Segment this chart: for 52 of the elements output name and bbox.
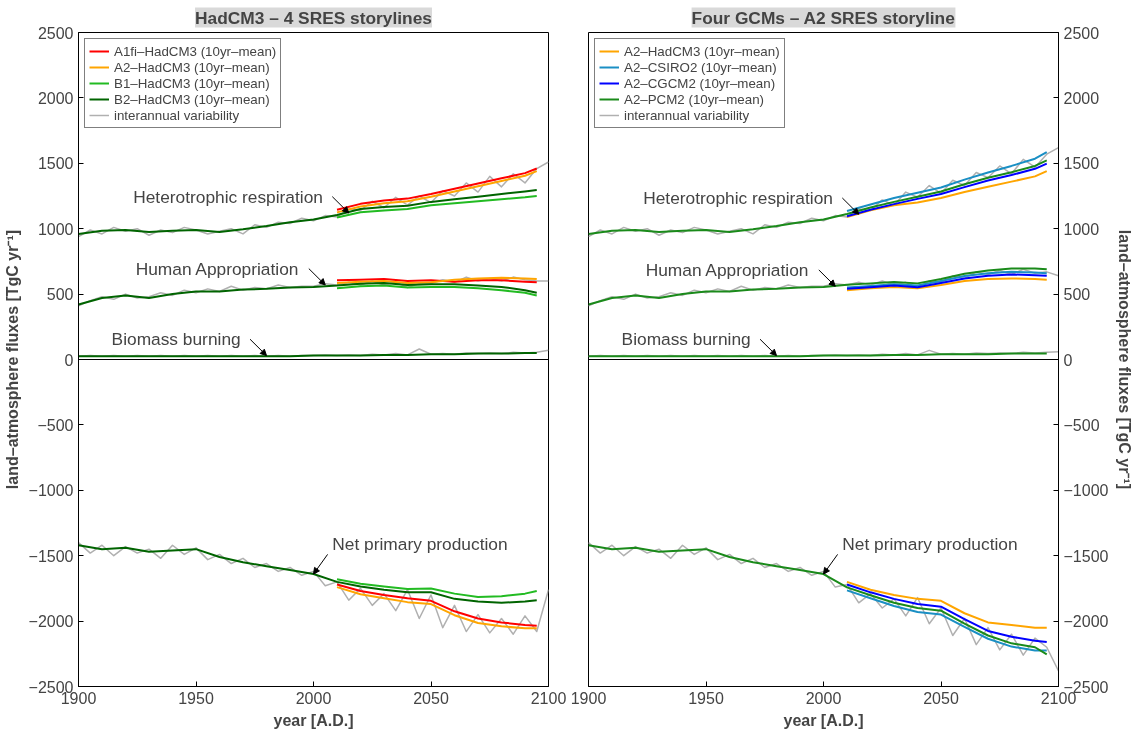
y-tick-label: 1000 bbox=[1063, 220, 1100, 238]
y-tick-label: −2000 bbox=[1063, 613, 1109, 631]
chart-title: HadCM3 – 4 SRES storylines bbox=[195, 7, 432, 28]
annotation: Net primary production bbox=[842, 534, 1018, 555]
y-tick-label: −1000 bbox=[1063, 482, 1109, 500]
y-tick-label: −500 bbox=[37, 416, 74, 434]
x-axis-title: year [A.D.] bbox=[273, 711, 354, 729]
y-tick-label: 500 bbox=[46, 286, 74, 304]
x-tick-label: 2050 bbox=[413, 689, 449, 707]
y-tick-label: 2500 bbox=[37, 24, 74, 42]
y-axis-title: land–atmosphere fluxes [TgC yr⁻¹] bbox=[3, 229, 21, 490]
x-tick-label: 2000 bbox=[295, 689, 332, 707]
annotation: Biomass burning bbox=[111, 329, 241, 350]
y-tick-label: 2000 bbox=[37, 89, 74, 107]
y-tick-label: −1000 bbox=[28, 482, 74, 500]
y-tick-label: −500 bbox=[1063, 416, 1100, 434]
y-tick-label: 0 bbox=[64, 351, 74, 369]
x-tick-label: 1900 bbox=[570, 689, 607, 707]
legend-label: interannual variability bbox=[624, 107, 750, 123]
y-tick-label: 0 bbox=[1063, 351, 1073, 369]
legend-label: A1fi–HadCM3 (10yr–mean) bbox=[114, 43, 277, 59]
x-tick-label: 2050 bbox=[923, 689, 959, 707]
x-tick-label: 1950 bbox=[178, 689, 214, 707]
annotation: Human Appropriation bbox=[135, 258, 299, 279]
y-tick-label: 500 bbox=[1063, 286, 1091, 304]
y-axis-title: land–atmosphere fluxes [TgC yr⁻¹] bbox=[1116, 229, 1134, 490]
y-tick-label: −1500 bbox=[1063, 547, 1109, 565]
annotation: Human Appropriation bbox=[645, 259, 809, 280]
y-tick-label: −2000 bbox=[28, 613, 74, 631]
annotation: Heterotrophic respiration bbox=[133, 186, 323, 207]
annotation: Biomass burning bbox=[621, 329, 751, 350]
legend-label: A2–CGCM2 (10yr–mean) bbox=[624, 75, 776, 91]
legend-label: A2–HadCM3 (10yr–mean) bbox=[114, 59, 270, 75]
legend-label: B2–HadCM3 (10yr–mean) bbox=[114, 91, 270, 107]
annotation: Net primary production bbox=[332, 534, 508, 555]
y-tick-label: 1500 bbox=[1063, 155, 1100, 173]
y-tick-label: −1500 bbox=[28, 547, 74, 565]
chart-title: Four GCMs – A2 SRES storyline bbox=[691, 7, 956, 28]
y-tick-label: 1500 bbox=[37, 155, 74, 173]
annotation: Heterotrophic respiration bbox=[643, 187, 833, 208]
y-tick-label: 2000 bbox=[1063, 89, 1100, 107]
legend-label: A2–HadCM3 (10yr–mean) bbox=[624, 43, 780, 59]
x-axis-title: year [A.D.] bbox=[783, 711, 864, 729]
x-tick-label: 2100 bbox=[530, 689, 567, 707]
legend-label: A2–CSIRO2 (10yr–mean) bbox=[624, 59, 777, 75]
legend-label: B1–HadCM3 (10yr–mean) bbox=[114, 75, 270, 91]
legend-label: A2–PCM2 (10yr–mean) bbox=[624, 91, 765, 107]
x-tick-label: 2000 bbox=[805, 689, 842, 707]
x-tick-label: 1950 bbox=[688, 689, 724, 707]
y-tick-label: 2500 bbox=[1063, 24, 1100, 42]
y-tick-label: 1000 bbox=[37, 220, 74, 238]
legend-label: interannual variability bbox=[114, 107, 240, 123]
